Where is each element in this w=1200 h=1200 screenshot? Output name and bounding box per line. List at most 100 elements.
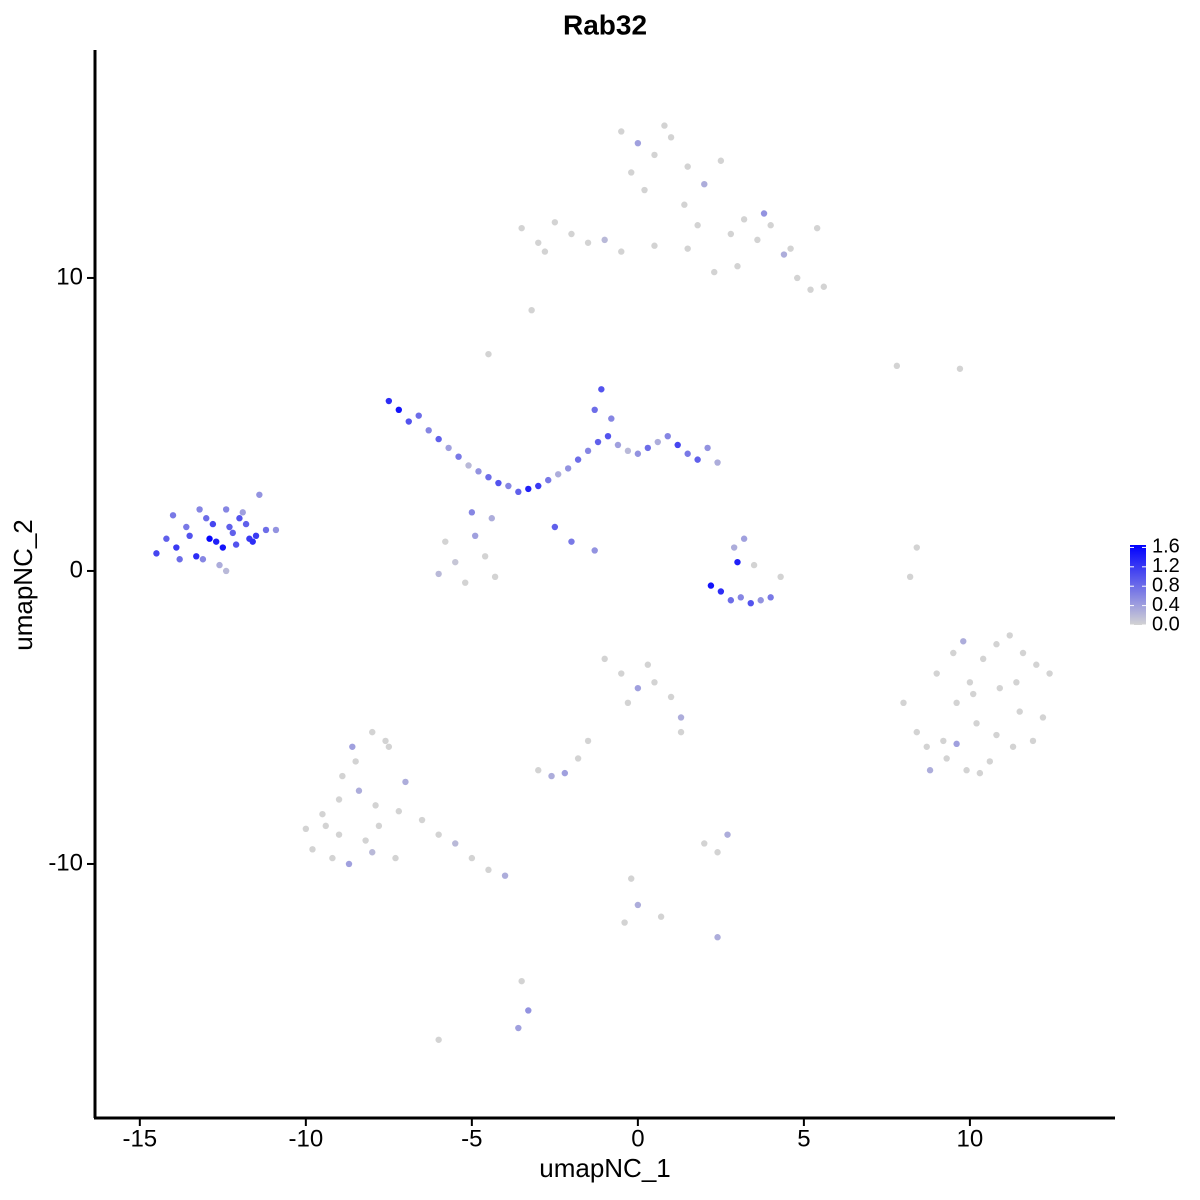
point (375, 822, 383, 830)
point (993, 731, 1000, 739)
point (754, 236, 761, 244)
point (505, 482, 512, 490)
point (727, 230, 735, 238)
point (335, 831, 343, 838)
point (618, 128, 625, 135)
point (329, 854, 336, 862)
point (252, 532, 260, 540)
point (193, 553, 200, 560)
point (661, 122, 668, 129)
point (767, 222, 774, 229)
point (976, 769, 984, 777)
point (488, 515, 495, 522)
point (601, 236, 608, 244)
point (634, 139, 642, 147)
point (222, 567, 230, 575)
x-tick-label: -15 (122, 1125, 157, 1152)
point (651, 242, 658, 249)
point (452, 558, 459, 566)
point (621, 919, 628, 926)
point (677, 714, 685, 721)
point (153, 550, 160, 557)
point (561, 769, 569, 777)
point (694, 456, 701, 463)
point (996, 684, 1003, 692)
point (644, 444, 652, 452)
point (242, 520, 250, 528)
point (196, 506, 203, 513)
point (651, 679, 658, 686)
point (601, 655, 608, 663)
point (564, 465, 572, 472)
point (740, 216, 748, 223)
point (574, 456, 582, 463)
point (727, 597, 735, 604)
point (730, 544, 738, 551)
point (554, 471, 562, 478)
point (392, 854, 399, 862)
point (369, 849, 376, 856)
point (813, 224, 821, 232)
point (163, 535, 170, 542)
point (568, 538, 575, 545)
point (986, 758, 994, 765)
point (584, 737, 592, 745)
point (425, 427, 432, 434)
point (950, 649, 957, 657)
point (923, 743, 930, 750)
point (966, 679, 974, 686)
point (216, 561, 223, 569)
point (262, 526, 270, 534)
point (973, 720, 980, 727)
point (714, 459, 721, 466)
point (236, 515, 243, 522)
point (199, 556, 207, 563)
point (471, 532, 479, 540)
point (707, 582, 715, 589)
point (468, 854, 476, 862)
point (462, 579, 469, 586)
point (654, 438, 661, 446)
point (485, 474, 492, 481)
point (1033, 661, 1040, 668)
point (183, 523, 190, 531)
point (535, 482, 542, 490)
point (913, 544, 920, 551)
point (518, 224, 525, 232)
point (777, 573, 784, 581)
point (926, 767, 934, 774)
point (644, 661, 652, 668)
legend-label: 0.4 (1152, 594, 1180, 616)
point (226, 523, 233, 531)
point (345, 860, 353, 868)
point (933, 670, 940, 677)
point (641, 186, 648, 194)
point (750, 561, 758, 569)
point (634, 450, 642, 457)
point (614, 441, 622, 449)
point (322, 822, 329, 830)
point (481, 553, 489, 560)
point (584, 447, 592, 455)
point (272, 526, 280, 534)
point (335, 796, 343, 803)
point (780, 251, 788, 258)
point (395, 808, 403, 815)
point (711, 268, 718, 276)
point (372, 802, 379, 809)
point (717, 588, 725, 595)
y-axis-label: umapNC_2 (8, 519, 38, 651)
point (940, 737, 947, 745)
point (402, 778, 409, 786)
point (598, 386, 605, 393)
point (624, 699, 632, 707)
point (545, 476, 552, 484)
point (1039, 714, 1047, 721)
color-bar (1130, 545, 1146, 625)
point (442, 538, 449, 545)
point (362, 837, 369, 844)
point (628, 169, 635, 176)
point (1013, 679, 1020, 686)
point (684, 245, 691, 252)
